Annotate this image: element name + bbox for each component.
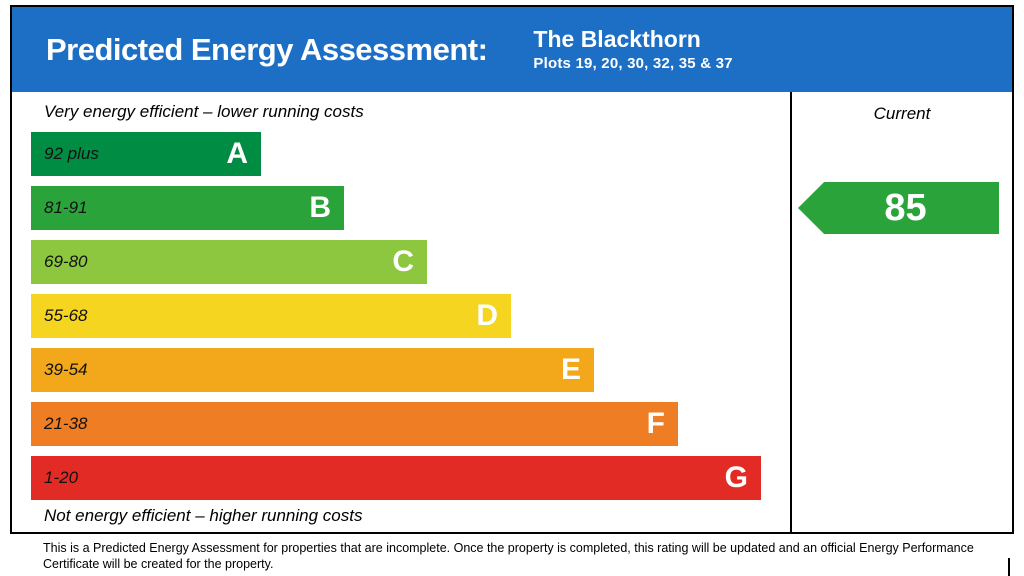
band-range: 69-80 <box>44 252 88 271</box>
current-rating-arrow: 85 <box>798 182 999 234</box>
band-row-a: 92 plus A <box>31 132 261 176</box>
edge-mark <box>1008 558 1010 576</box>
bands-column: Very energy efficient – lower running co… <box>12 92 790 532</box>
page-title: Predicted Energy Assessment: <box>46 31 488 67</box>
band-letter: G <box>724 461 748 494</box>
band-range: 55-68 <box>44 306 88 325</box>
band-row-b: 81-91 B <box>31 186 344 230</box>
epc-certificate: Predicted Energy Assessment: The Blackth… <box>10 5 1014 534</box>
band-letter: A <box>226 137 248 170</box>
band-range: 21-38 <box>44 414 88 433</box>
top-caption: Very energy efficient – lower running co… <box>44 102 364 121</box>
band-letter: F <box>646 407 665 440</box>
band-row-g: 1-20 G <box>31 456 761 500</box>
band-range: 92 plus <box>44 144 99 163</box>
band-row-d: 55-68 D <box>31 294 511 338</box>
current-column-header: Current <box>873 104 931 123</box>
current-column: Current 85 <box>790 92 1012 532</box>
current-rating-value: 85 <box>884 186 927 229</box>
header-banner: Predicted Energy Assessment: The Blackth… <box>12 7 1012 92</box>
band-row-e: 39-54 E <box>31 348 594 392</box>
band-letter: E <box>560 353 581 386</box>
property-name: The Blackthorn <box>533 25 701 52</box>
disclaimer-text: This is a Predicted Energy Assessment fo… <box>43 541 974 572</box>
band-letter: B <box>309 191 331 224</box>
bottom-caption: Not energy efficient – higher running co… <box>44 506 363 525</box>
band-letter: D <box>476 299 498 332</box>
band-row-f: 21-38 F <box>31 402 678 446</box>
property-info: The Blackthorn Plots 19, 20, 30, 32, 35 … <box>533 25 733 73</box>
bands-list: 92 plus A 81-91 B 69-80 C 55-68 D 39-54 <box>31 132 790 500</box>
plots-list: Plots 19, 20, 30, 32, 35 & 37 <box>533 55 733 73</box>
band-range: 39-54 <box>44 360 88 379</box>
band-row-c: 69-80 C <box>31 240 427 284</box>
epc-chart: Very energy efficient – lower running co… <box>12 92 1012 532</box>
band-range: 81-91 <box>44 198 88 217</box>
band-range: 1-20 <box>44 468 79 487</box>
band-letter: C <box>392 245 414 278</box>
